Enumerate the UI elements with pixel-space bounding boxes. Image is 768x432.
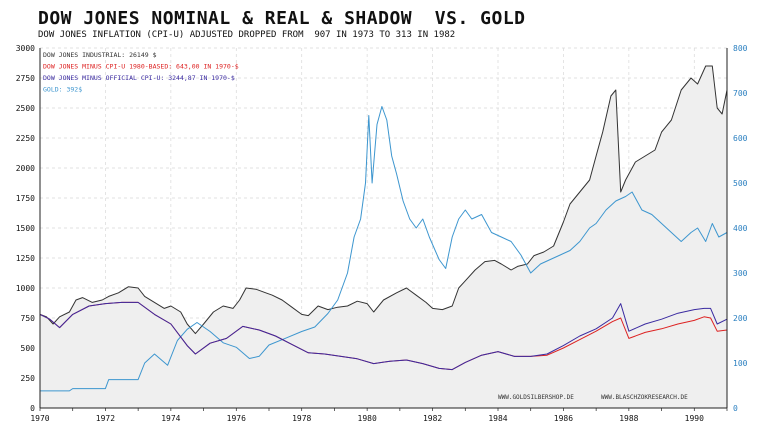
axes bbox=[39, 48, 728, 411]
y-tick-right: 100 bbox=[733, 359, 748, 368]
y-tick-left: 2250 bbox=[16, 134, 35, 143]
chart-subtitle: DOW JONES INFLATION (CPI-U) ADJUSTED DRO… bbox=[38, 30, 456, 40]
credits: WWW.GOLDSILBERSHOP.DE WWW.BLASCHZOKRESEAR… bbox=[498, 394, 688, 401]
x-tick: 1976 bbox=[227, 414, 246, 423]
y-tick-right: 300 bbox=[733, 269, 748, 278]
x-tick: 1978 bbox=[292, 414, 311, 423]
legend-gold: GOLD: 392$ bbox=[43, 86, 82, 94]
x-tick: 1982 bbox=[423, 414, 442, 423]
y-tick-left: 250 bbox=[21, 374, 36, 383]
legend-dow-real-official: DOW JONES MINUS OFFICIAL CPI-U: 3244,87 … bbox=[43, 74, 235, 82]
x-tick: 1974 bbox=[161, 414, 180, 423]
x-tick: 1970 bbox=[30, 414, 49, 423]
dow-nominal-area-fill bbox=[40, 66, 727, 408]
x-tick: 1984 bbox=[488, 414, 507, 423]
gold-line bbox=[40, 106, 728, 392]
y-tick-left: 500 bbox=[21, 344, 36, 353]
dow-nominal-line bbox=[39, 65, 728, 335]
y-tick-right: 800 bbox=[733, 44, 748, 53]
y-tick-left: 1250 bbox=[16, 254, 35, 263]
y-tick-right: 400 bbox=[733, 224, 748, 233]
credit-goldsilbershop: WWW.GOLDSILBERSHOP.DE bbox=[498, 394, 574, 401]
y-tick-left: 750 bbox=[21, 314, 36, 323]
x-tick: 1972 bbox=[96, 414, 115, 423]
y-tick-right: 600 bbox=[733, 134, 748, 143]
x-tick: 1988 bbox=[619, 414, 638, 423]
y-tick-left: 1500 bbox=[16, 224, 35, 233]
y-tick-right: 500 bbox=[733, 179, 748, 188]
series-layer bbox=[39, 65, 728, 392]
chart-title: DOW JONES NOMINAL & REAL & SHADOW VS. GO… bbox=[38, 8, 526, 29]
ticks: 0250500750100012501500175020002250250027… bbox=[16, 44, 748, 423]
y-tick-left: 1000 bbox=[16, 284, 35, 293]
credit-blaschzokresearch: WWW.BLASCHZOKRESEARCH.DE bbox=[601, 394, 688, 401]
y-tick-left: 2500 bbox=[16, 104, 35, 113]
legend-dow-nominal: DOW JONES INDUSTRIAL: 26149 $ bbox=[43, 51, 157, 59]
x-tick: 1980 bbox=[358, 414, 377, 423]
x-tick: 1986 bbox=[554, 414, 573, 423]
y-tick-left: 0 bbox=[30, 404, 35, 413]
y-tick-left: 3000 bbox=[16, 44, 35, 53]
y-tick-left: 1750 bbox=[16, 194, 35, 203]
legend-dow-real-1980: DOW JONES MINUS CPI-U 1980-BASED: 643,00… bbox=[43, 63, 239, 71]
x-tick: 1990 bbox=[685, 414, 704, 423]
y-tick-left: 2750 bbox=[16, 74, 35, 83]
dow-real-official-line bbox=[39, 301, 728, 371]
y-tick-right: 200 bbox=[733, 314, 748, 323]
y-tick-right: 0 bbox=[733, 404, 738, 413]
y-tick-right: 700 bbox=[733, 89, 748, 98]
legend: DOW JONES INDUSTRIAL: 26149 $ DOW JONES M… bbox=[43, 51, 239, 94]
y-tick-left: 2000 bbox=[16, 164, 35, 173]
